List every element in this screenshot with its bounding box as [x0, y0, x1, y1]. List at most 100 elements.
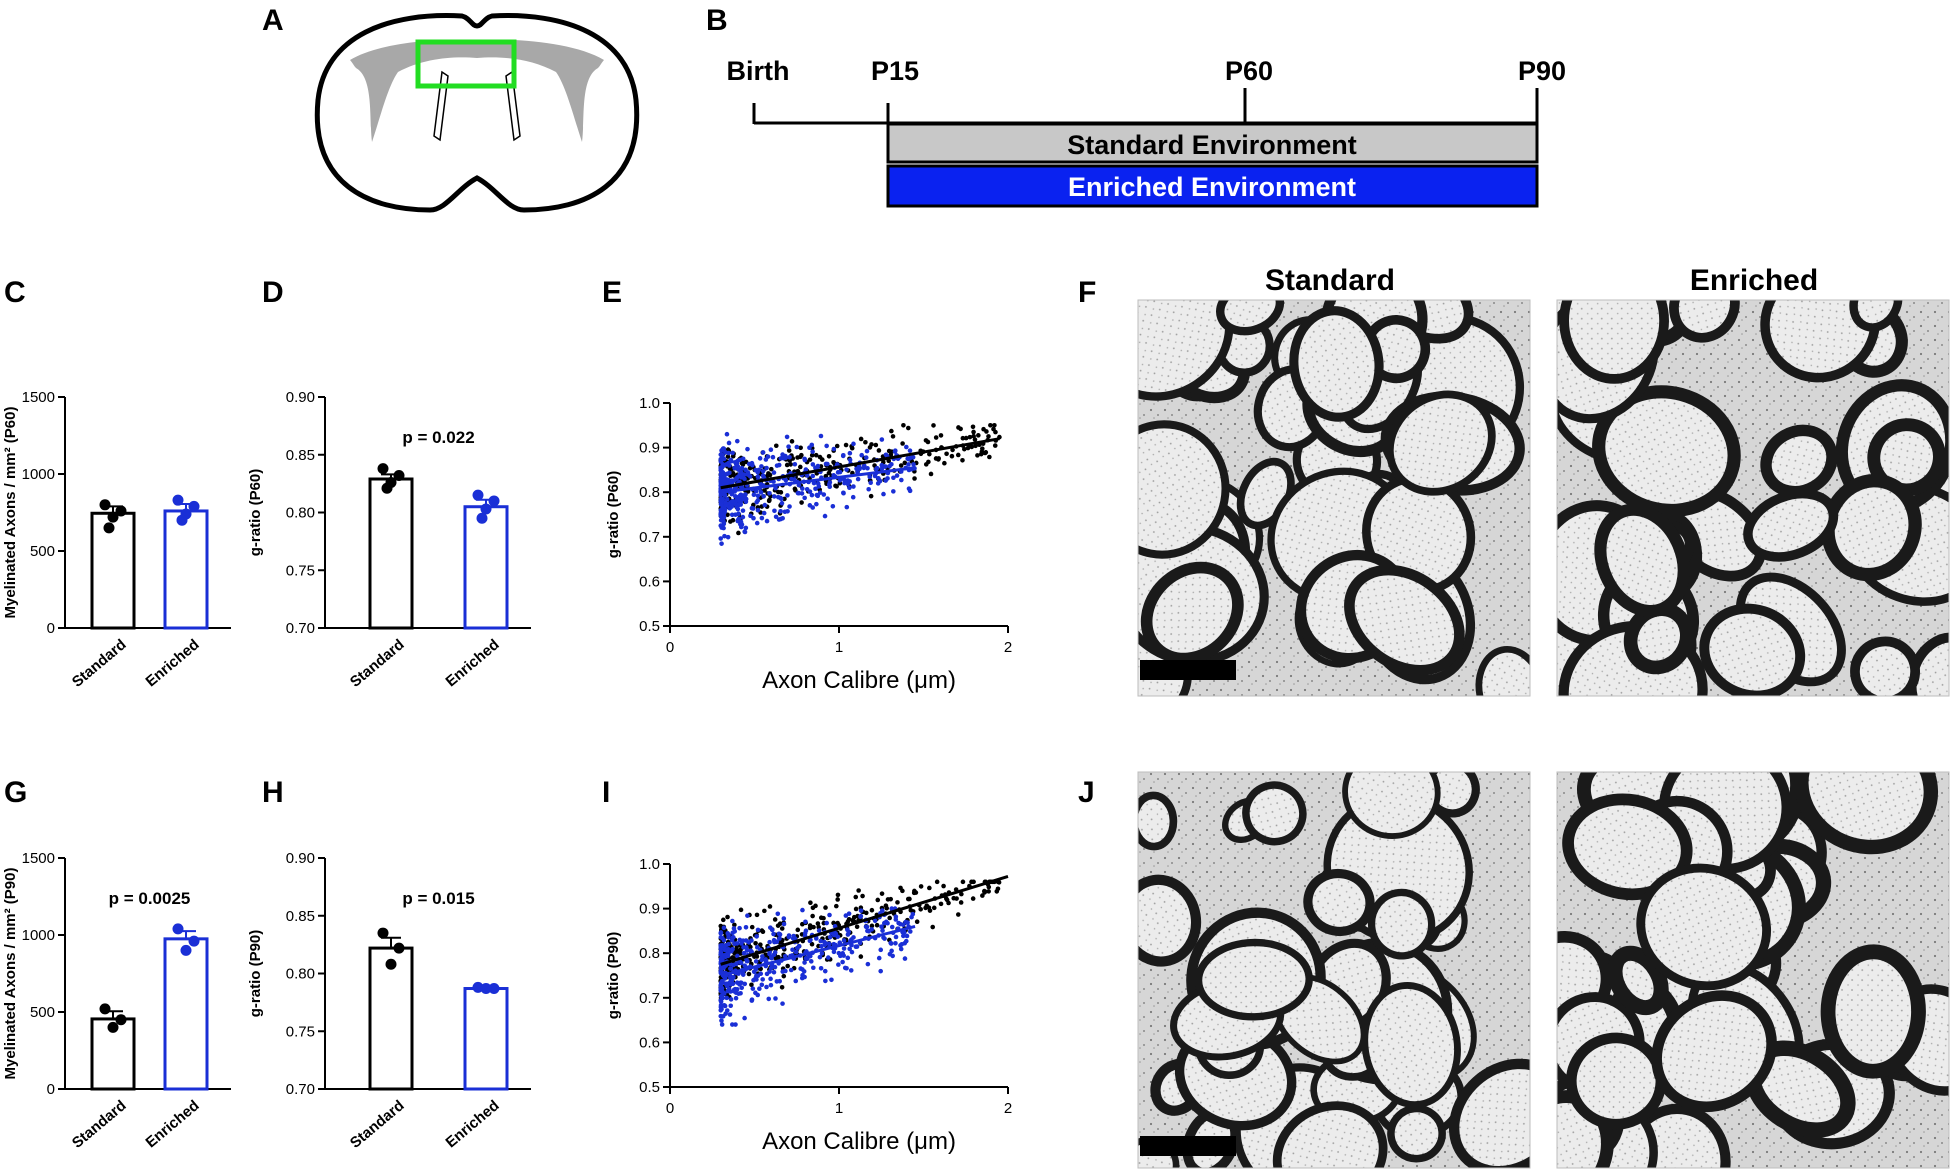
- scatter-point: [866, 486, 871, 492]
- scatter-point: [762, 908, 767, 914]
- myelinated-axon: [1138, 420, 1230, 559]
- scatter-point: [772, 939, 777, 945]
- enriched-environment-label: Enriched Environment: [1068, 172, 1356, 202]
- scatter-point: [867, 474, 873, 480]
- scatter-point: [910, 454, 916, 460]
- myelinated-axon: [1272, 1101, 1388, 1168]
- micrograph-border: [1556, 771, 1950, 1169]
- scatter-point: [730, 517, 736, 523]
- scatter-point: [758, 490, 764, 495]
- scatter-point: [931, 423, 936, 428]
- scatter-point: [845, 932, 851, 937]
- scatter-point: [819, 457, 825, 462]
- scatter-point: [734, 949, 740, 954]
- scatter-point: [815, 493, 821, 499]
- scatter-point: [785, 493, 790, 498]
- roi-box: [415, 39, 517, 89]
- scatter-point: [802, 974, 807, 980]
- scatter-point: [931, 905, 937, 911]
- data-point: [172, 494, 184, 506]
- x-tick-label: 0: [666, 1100, 674, 1117]
- panel-label-e: E: [602, 276, 622, 309]
- scatter-point: [784, 434, 790, 440]
- myelinated-axon: [1743, 488, 1839, 562]
- x-tick-label: 2: [1004, 1100, 1012, 1117]
- scatter-point: [772, 964, 778, 970]
- scatter-point: [786, 934, 792, 940]
- scatter-point: [754, 520, 760, 526]
- scatter-point: [918, 906, 923, 912]
- scatter-point: [747, 474, 753, 479]
- scatter-point: [769, 466, 774, 472]
- scatter-point: [808, 959, 814, 964]
- scatter-point: [927, 451, 932, 457]
- x-category-label: Enriched: [442, 1097, 502, 1151]
- scatter-point: [835, 897, 840, 902]
- scatter-point: [742, 963, 748, 969]
- scatter-point: [851, 914, 857, 920]
- scatter-point: [749, 982, 754, 988]
- scatter-point: [760, 450, 766, 455]
- scatter-point: [793, 978, 799, 984]
- myelinated-axon: [1559, 300, 1669, 384]
- scatter-point: [726, 935, 731, 940]
- scatter-point: [904, 933, 910, 939]
- scatter-point: [928, 471, 934, 477]
- scatter-point: [835, 920, 840, 926]
- scatter-point: [737, 925, 742, 931]
- scatter-point: [755, 498, 761, 503]
- myelinated-axon: [1387, 1104, 1446, 1163]
- scatter-point: [759, 982, 765, 988]
- y-tick-label: 1.0: [639, 395, 660, 412]
- panel-label-d: D: [262, 276, 284, 309]
- myelinated-axon: [1344, 564, 1465, 676]
- scatter-point: [835, 892, 841, 898]
- scatter-point: [893, 940, 898, 946]
- scatter-point: [960, 435, 966, 441]
- scatter-point: [874, 465, 880, 471]
- myelinated-axon: [1138, 874, 1202, 967]
- scatter-point: [730, 934, 736, 940]
- scatter-point: [781, 916, 787, 921]
- scatter-point: [728, 997, 734, 1002]
- scatter-point: [835, 934, 841, 940]
- scatter-point: [745, 913, 750, 918]
- scatter-point: [801, 969, 807, 974]
- data-point: [393, 942, 405, 954]
- scatter-point: [718, 452, 724, 457]
- y-tick-label: 1500: [22, 389, 55, 406]
- scatter-point: [740, 514, 746, 520]
- scatter-point: [735, 506, 741, 512]
- x-tick-label: 0: [666, 639, 674, 656]
- x-category-label: Standard: [69, 636, 130, 691]
- scatter-point: [718, 536, 724, 541]
- scatter-point: [808, 900, 813, 906]
- scatter-point: [902, 460, 908, 466]
- scatter-point: [991, 426, 996, 432]
- scatter-point: [822, 939, 827, 945]
- scatter-point: [733, 995, 739, 1001]
- scatter-point: [878, 947, 884, 953]
- data-point: [476, 512, 488, 524]
- scatter-point: [858, 954, 864, 959]
- scatter-point: [732, 922, 737, 928]
- scatter-point: [978, 451, 984, 457]
- scatter-point: [840, 453, 846, 459]
- scatter-point: [757, 986, 762, 991]
- scatter-point: [760, 468, 766, 474]
- scatter-point: [742, 1015, 747, 1021]
- y-tick-label: 1000: [22, 927, 55, 944]
- scatter-point: [889, 948, 894, 954]
- panel-label-j: J: [1078, 776, 1095, 809]
- x-category-label: Standard: [347, 636, 408, 691]
- scatter-point: [930, 924, 936, 930]
- corpus-callosum: [350, 39, 604, 142]
- y-axis-label: g-ratio (P90): [247, 930, 264, 1018]
- myelinated-axon: [1636, 863, 1772, 991]
- scatter-point: [986, 434, 991, 439]
- scatter-point: [768, 976, 773, 982]
- panel-label-f: F: [1078, 276, 1096, 309]
- standard-environment-label: Standard Environment: [1067, 130, 1357, 160]
- y-tick-label: 0.85: [286, 447, 315, 464]
